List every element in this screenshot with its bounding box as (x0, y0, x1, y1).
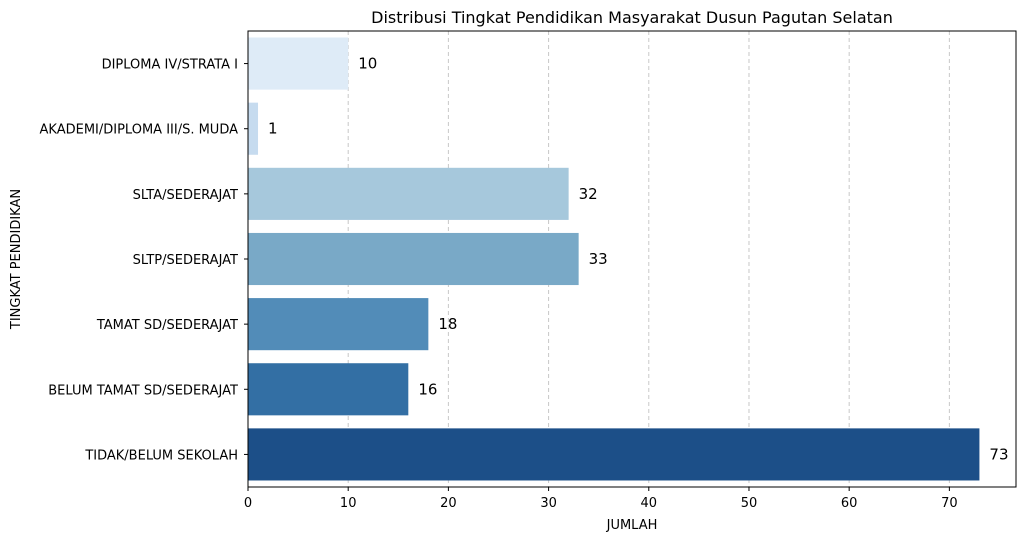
data-labels: 10 1 32 33 18 16 73 (268, 55, 1009, 464)
plot-frame (247, 30, 1017, 488)
y-axis-ticks: DIPLOMA IV/STRATA I AKADEMI/DIPLOMA III/S… (40, 58, 248, 463)
x-tick-label: 30 (540, 496, 557, 511)
x-tick-label: 60 (841, 496, 858, 511)
bar-value-label: 18 (438, 315, 457, 333)
bars (248, 37, 980, 481)
y-tick-label: DIPLOMA IV/STRATA I (102, 58, 238, 73)
y-tick-label: TAMAT SD/SEDERAJAT (96, 318, 238, 333)
bar (248, 37, 349, 90)
chart-title: Distribusi Tingkat Pendidikan Masyarakat… (371, 8, 893, 27)
x-axis-ticks: 0 10 20 30 40 50 60 70 (244, 487, 958, 511)
y-tick-label: BELUM TAMAT SD/SEDERAJAT (48, 383, 238, 398)
y-tick-label: TIDAK/BELUM SEKOLAH (84, 448, 238, 463)
bar (248, 232, 579, 286)
bar (248, 167, 569, 220)
y-tick-label: AKADEMI/DIPLOMA III/S. MUDA (40, 123, 239, 138)
x-tick-label: 10 (340, 496, 357, 511)
bar-value-label: 10 (358, 55, 377, 73)
x-tick-label: 50 (741, 496, 758, 511)
y-tick-label: SLTP/SEDERAJAT (133, 253, 238, 268)
x-tick-label: 40 (641, 496, 658, 511)
y-tick-label: SLTA/SEDERAJAT (133, 188, 238, 203)
bar (248, 363, 409, 416)
x-tick-label: 0 (244, 496, 252, 511)
bar-value-label: 33 (589, 250, 608, 268)
x-tick-label: 20 (440, 496, 457, 511)
bar (248, 102, 259, 155)
bar-value-label: 32 (579, 185, 598, 203)
bar (248, 298, 429, 351)
x-tick-label: 70 (941, 496, 958, 511)
x-axis-label: JUMLAH (606, 518, 658, 533)
y-axis-label: TINGKAT PENDIDIKAN (9, 189, 24, 330)
bar-value-label: 73 (989, 445, 1008, 463)
bar-value-label: 16 (418, 380, 437, 398)
bar (248, 428, 980, 481)
bar-value-label: 1 (268, 120, 278, 138)
